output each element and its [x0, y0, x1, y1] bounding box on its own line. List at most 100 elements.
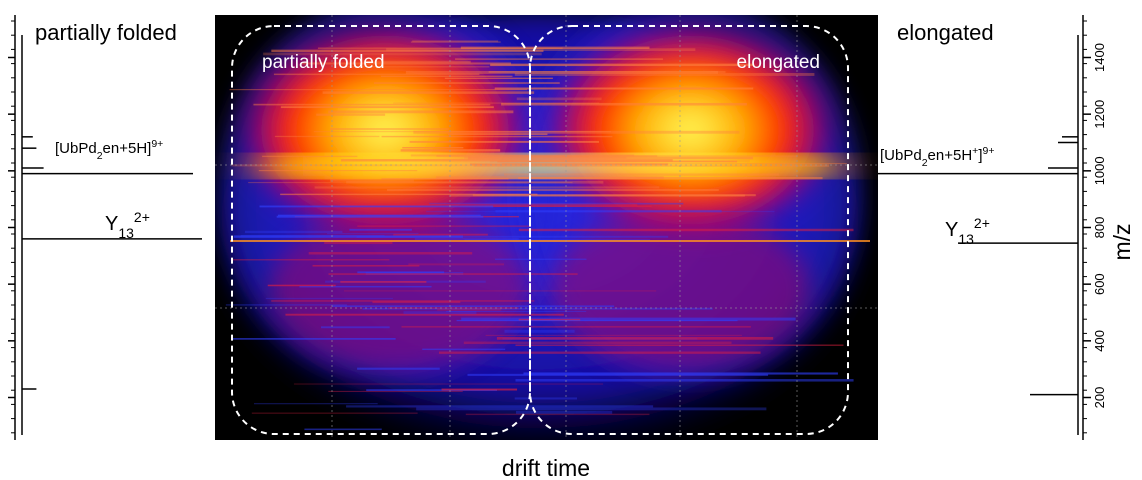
heatmap-streak — [393, 102, 600, 104]
heatmap-streak — [444, 77, 553, 79]
heatmap-streak — [381, 178, 509, 180]
heatmap-streak — [320, 326, 390, 329]
annotation: Y132+ — [105, 209, 150, 241]
heatmap-streak — [436, 176, 664, 180]
y-tick-label: 1000 — [1092, 156, 1107, 185]
y-tick-label: 600 — [1092, 273, 1107, 295]
heatmap-streak — [412, 40, 499, 43]
heatmap-streak — [278, 214, 481, 217]
heatmap-streak — [362, 307, 713, 310]
annotation-part: 9+ — [151, 138, 163, 150]
heatmap-streak — [308, 252, 473, 255]
region-box — [231, 25, 531, 435]
heatmap-streak — [328, 110, 514, 114]
y-tick-label: 200 — [1092, 387, 1107, 409]
heatmap-streak — [494, 87, 754, 90]
x-axis-label: drift time — [502, 455, 590, 480]
heatmap-streak — [516, 97, 602, 101]
heatmap-streak — [280, 193, 538, 196]
region-label: elongated — [737, 52, 820, 73]
heatmap-streak — [285, 313, 564, 316]
heatmap — [215, 15, 878, 440]
heatmap-streak — [344, 66, 490, 68]
heatmap-streak — [267, 284, 336, 287]
heatmap-streak — [390, 205, 652, 207]
heatmap-streak — [229, 89, 528, 91]
heatmap-streak — [349, 228, 412, 231]
heatmap-streak — [470, 163, 669, 166]
heatmap-streak — [346, 405, 654, 408]
heatmap-streak — [510, 155, 797, 157]
heatmap-streak — [280, 106, 494, 109]
annotation-part: [UbPd — [55, 140, 97, 157]
heatmap-streak — [489, 159, 750, 163]
y-tick-label: 1400 — [1092, 43, 1107, 72]
heatmap-streak — [518, 228, 854, 232]
annotation-part: en+5H — [928, 147, 973, 164]
heatmap-streak — [515, 379, 854, 382]
annotation-part: 2+ — [134, 209, 150, 225]
heatmap-streak — [410, 154, 635, 157]
heatmap-streak — [463, 341, 732, 345]
heatmap-streak — [380, 75, 513, 77]
annotation-part: 13 — [118, 225, 134, 241]
heatmap-streak — [465, 413, 650, 416]
heatmap-streak — [346, 180, 604, 184]
y-axis-label: m/z — [1109, 223, 1135, 260]
heatmap-streak — [340, 159, 673, 162]
y-tick-label: 800 — [1092, 217, 1107, 239]
heatmap-streak — [409, 140, 600, 143]
heatmap-streak — [497, 160, 738, 163]
region-label: partially folded — [262, 52, 385, 73]
heatmap-streak — [514, 397, 578, 400]
heatmap-streak — [271, 300, 535, 302]
heatmap-streak — [495, 209, 722, 213]
heatmap-streak — [438, 351, 761, 354]
heatmap-streak — [501, 102, 747, 106]
heatmap-streak — [373, 82, 560, 84]
annotation-part: + — [972, 145, 978, 157]
heatmap-streak — [408, 263, 505, 266]
heatmap-streak — [490, 63, 755, 67]
heatmap-streak — [330, 178, 414, 182]
heatmap-streak — [317, 47, 563, 49]
heatmap-streak — [324, 241, 393, 244]
heatmap-streak — [441, 388, 518, 391]
heatmap-streak — [299, 285, 432, 288]
heatmap-streak — [437, 309, 502, 311]
annotation-part: ] — [978, 147, 982, 164]
heatmap-streak — [472, 194, 756, 197]
heatmap-streak — [515, 344, 844, 346]
heatmap-streak — [302, 62, 512, 65]
heatmap-streak — [328, 390, 463, 392]
annotation-part: 2 — [922, 157, 928, 169]
heatmap-streak — [232, 259, 390, 261]
heatmap-streak — [357, 271, 445, 274]
heatmap-streak — [271, 49, 544, 53]
heatmap-streak — [276, 215, 484, 218]
heatmap-streak — [504, 173, 780, 176]
heatmap-streak — [248, 181, 573, 184]
heatmap-streak — [410, 41, 501, 43]
heading: elongated — [897, 20, 994, 45]
heatmap-streak — [405, 70, 718, 74]
annotation: Y132+ — [945, 215, 990, 247]
heatmap-streak — [312, 264, 420, 267]
heatmap-streak — [422, 348, 506, 351]
heatmap-streak — [523, 372, 838, 375]
heatmap-streak — [501, 163, 847, 165]
annotation: [UbPd2en+5H]9+ — [55, 138, 163, 162]
heatmap-streak — [416, 407, 767, 411]
heatmap-streak — [456, 319, 738, 322]
heatmap-streak — [393, 233, 488, 236]
heatmap-streak — [402, 146, 464, 149]
heatmap-streak — [357, 225, 531, 228]
annotation-part: Y — [105, 213, 118, 235]
heatmap-streak — [356, 235, 669, 238]
heatmap-streak — [514, 73, 815, 76]
heatmap-streak — [253, 403, 378, 405]
heatmap-streak — [363, 60, 471, 63]
heatmap-streak — [366, 389, 498, 392]
heatmap-streak — [413, 130, 740, 134]
heatmap-streak — [455, 58, 663, 60]
